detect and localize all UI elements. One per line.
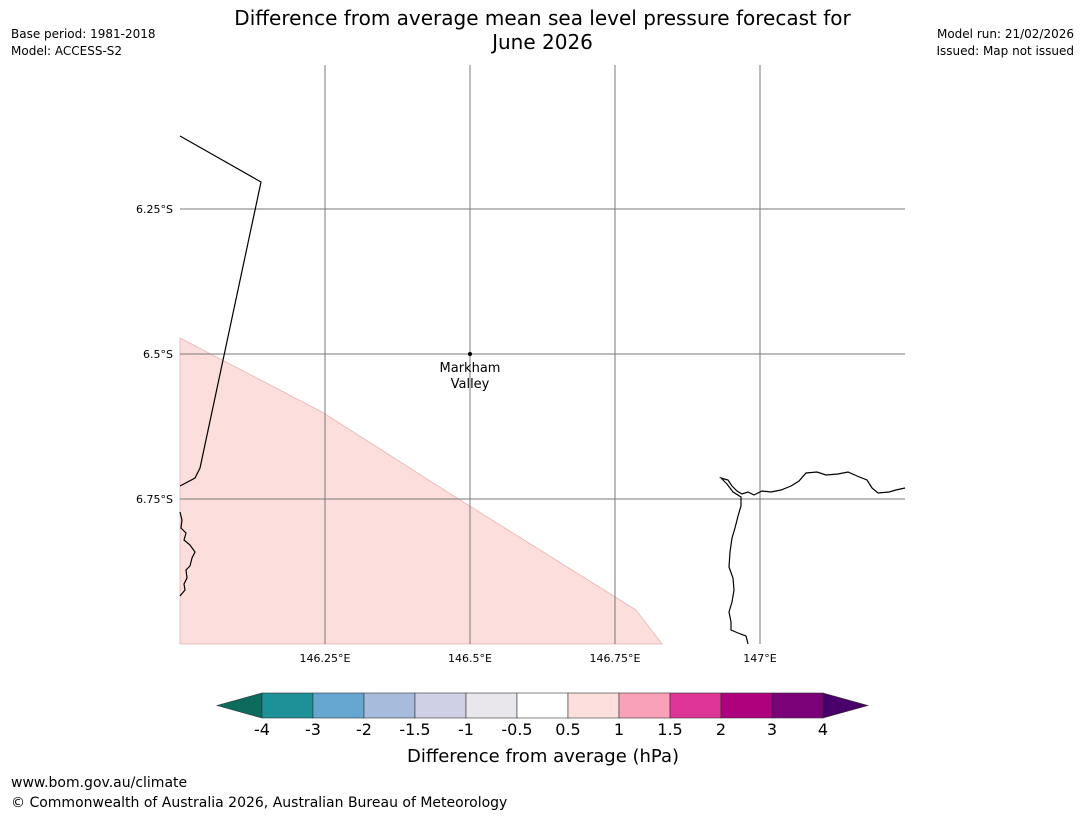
colorbar-box	[414, 692, 467, 719]
lon-label: 146.5°E	[448, 652, 492, 665]
border-line-west	[179, 135, 262, 487]
colorbar-label: Difference from average (hPa)	[407, 746, 679, 767]
title-line-2: June 2026	[492, 30, 593, 54]
footer-copyright: © Commonwealth of Australia 2026, Austra…	[11, 795, 508, 811]
shaded-region	[179, 337, 663, 645]
meta-right: Model run: 21/02/2026 Issued: Map not is…	[936, 26, 1074, 60]
colorbar-tick: 2	[716, 720, 726, 739]
lat-label: 6.75°S	[136, 493, 173, 506]
coast-west	[179, 511, 196, 597]
colorbar-tick: 4	[818, 720, 828, 739]
colorbar-tick: 1	[614, 720, 624, 739]
footer-url: www.bom.gov.au/climate	[11, 775, 188, 791]
colorbar-tick: -0.5	[501, 720, 532, 739]
title-line-1: Difference from average mean sea level p…	[234, 6, 851, 30]
lon-label: 147°E	[743, 652, 776, 665]
colorbar-tick: 0.5	[555, 720, 580, 739]
colorbar-box	[618, 692, 671, 719]
colorbar-box	[516, 692, 569, 719]
colorbar-box	[465, 692, 518, 719]
meta-left: Base period: 1981-2018 Model: ACCESS-S2	[11, 26, 156, 60]
colorbar-box	[669, 692, 722, 719]
colorbar-box	[771, 692, 824, 719]
lat-label: 6.25°S	[136, 203, 173, 216]
colorbar-tick: -1	[458, 720, 474, 739]
place-marker	[468, 352, 472, 356]
lat-label: 6.5°S	[143, 348, 173, 361]
colorbar-extend-low	[215, 692, 263, 719]
colorbar-box	[720, 692, 773, 719]
place-label-line-2: Valley	[451, 377, 490, 392]
model-name: Model: ACCESS-S2	[11, 44, 123, 58]
lon-label: 146.25°E	[300, 652, 351, 665]
colorbar-tick: 3	[767, 720, 777, 739]
graticule	[180, 65, 905, 644]
colorbar-tick: -4	[254, 720, 270, 739]
place-label-line-1: Markham	[440, 361, 501, 376]
base-period: Base period: 1981-2018	[11, 27, 156, 41]
colorbar-extend-high	[822, 692, 870, 719]
map-title: Difference from average mean sea level p…	[0, 6, 1085, 54]
colorbar-tick: -1.5	[399, 720, 430, 739]
colorbar-tick: -3	[305, 720, 321, 739]
model-run: Model run: 21/02/2026	[936, 27, 1074, 41]
colorbar: -4 -3 -2 -1.5 -1 -0.5 0.5 1 1.5 2 3 4	[215, 692, 870, 739]
coastlines	[179, 135, 906, 645]
colorbar-box	[567, 692, 620, 719]
coast-east	[718, 471, 906, 645]
issued-status: Issued: Map not issued	[936, 44, 1074, 58]
colorbar-box	[363, 692, 416, 719]
colorbar-tick: 1.5	[657, 720, 682, 739]
colorbar-tick: -2	[356, 720, 372, 739]
colorbar-box	[312, 692, 365, 719]
lon-label: 146.75°E	[590, 652, 641, 665]
colorbar-box	[261, 692, 314, 719]
